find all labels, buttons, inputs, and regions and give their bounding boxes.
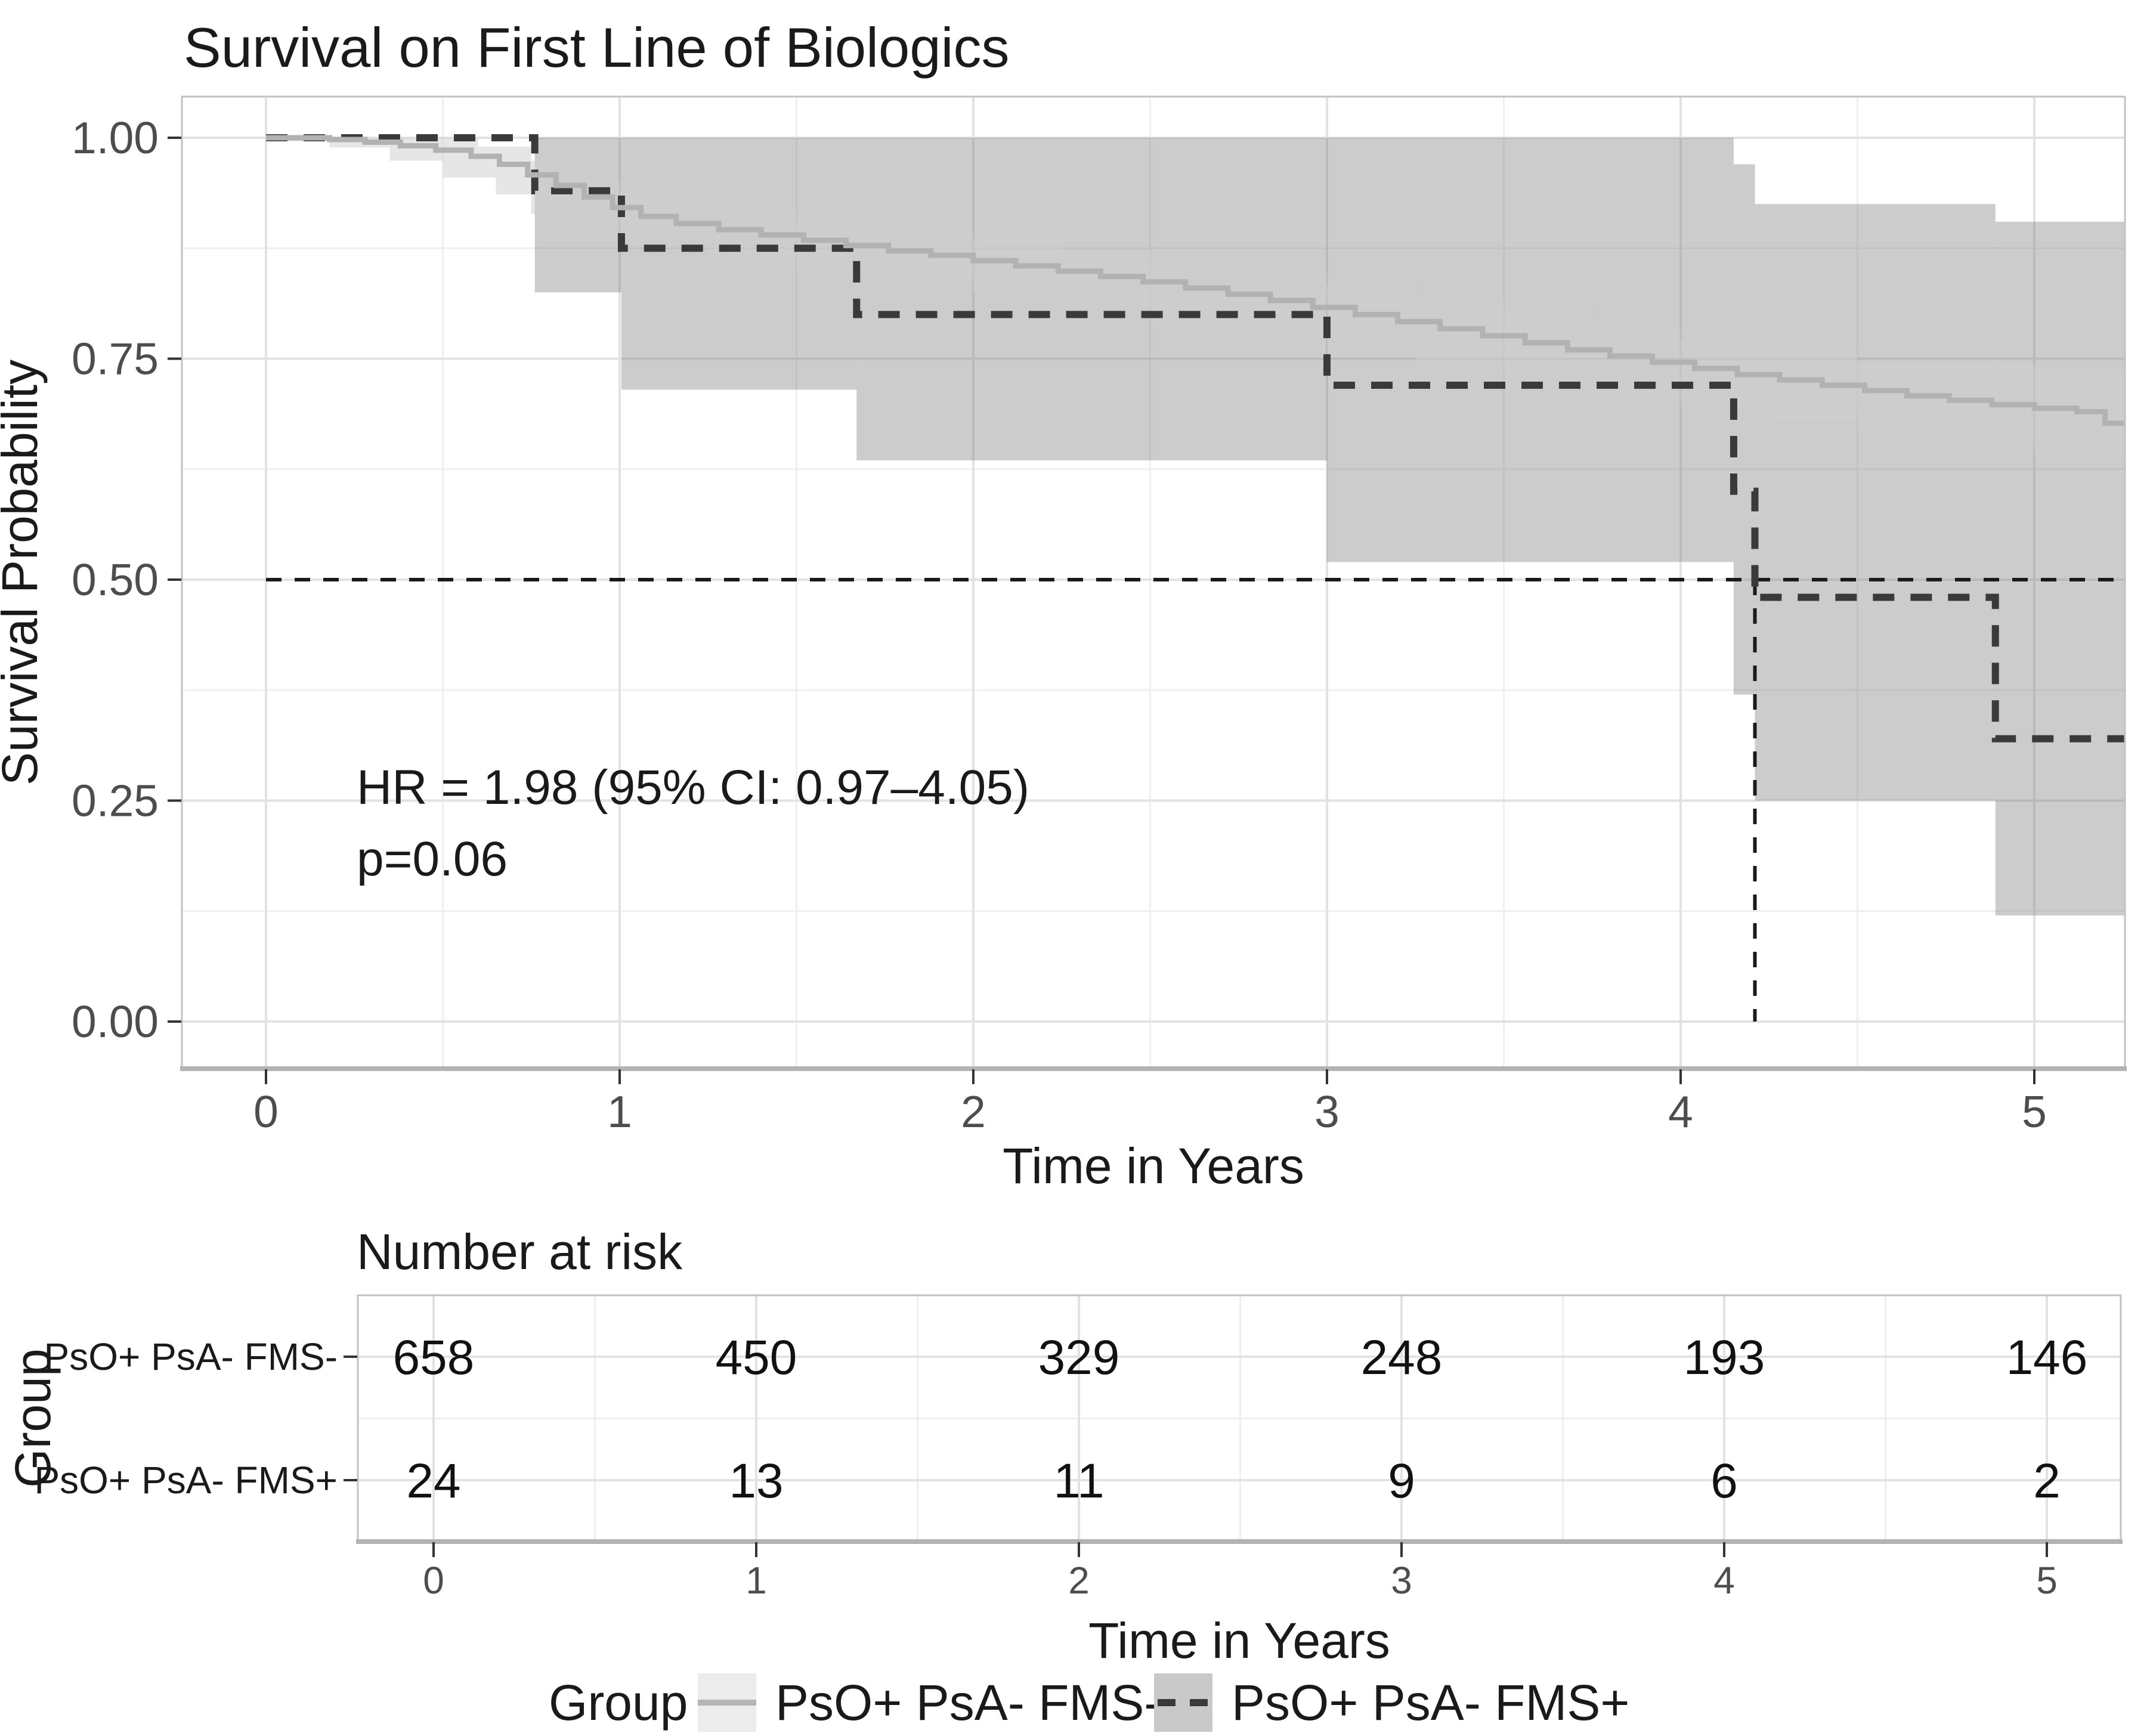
risk-x-tick-label: 2 bbox=[1068, 1559, 1090, 1602]
group-axis-title: Group bbox=[5, 1348, 61, 1487]
risk-number: 6 bbox=[1710, 1454, 1738, 1508]
x-axis-title: Time in Years bbox=[1003, 1138, 1304, 1194]
risk-number: 658 bbox=[393, 1330, 475, 1385]
risk-number: 24 bbox=[406, 1454, 460, 1508]
risk-x-tick-label: 0 bbox=[423, 1559, 444, 1602]
risk-number: 2 bbox=[2033, 1454, 2061, 1508]
x-tick-label: 0 bbox=[253, 1087, 279, 1137]
risk-row-label: PsO+ PsA- FMS+ bbox=[34, 1459, 338, 1502]
ci-band-fms-minus bbox=[266, 138, 2125, 458]
plot-title: Survival on First Line of Biologics bbox=[184, 16, 1009, 79]
y-tick-label: 1.00 bbox=[72, 113, 159, 163]
risk-number: 248 bbox=[1361, 1330, 1443, 1385]
curve-fms-plus bbox=[266, 134, 2125, 742]
main-y-tick-labels: 1.00 0.75 0.50 0.25 0.00 bbox=[72, 113, 159, 1047]
legend-key-solid bbox=[698, 1673, 756, 1732]
x-tick-label: 3 bbox=[1314, 1087, 1340, 1137]
y-axis-title: Survival Probability bbox=[0, 360, 48, 785]
risk-number: 193 bbox=[1684, 1330, 1765, 1385]
main-axis-ticks bbox=[168, 137, 2035, 1084]
hr-annotation-line1: HR = 1.98 (95% CI: 0.97–4.05) bbox=[357, 760, 1029, 815]
fms-minus-ci-band bbox=[266, 138, 2125, 458]
risk-grid bbox=[358, 1295, 2121, 1542]
risk-row-labels: PsO+ PsA- FMS- PsO+ PsA- FMS+ bbox=[34, 1335, 357, 1502]
y-tick-label: 0.00 bbox=[72, 997, 159, 1047]
legend-title: Group bbox=[549, 1675, 688, 1731]
main-x-tick-labels: 0 1 2 3 4 5 bbox=[253, 1087, 2047, 1137]
risk-number: 450 bbox=[716, 1330, 797, 1385]
y-tick-label: 0.50 bbox=[72, 555, 159, 605]
risk-numbers: 658 450 329 248 193 146 24 13 11 9 6 2 bbox=[393, 1330, 2088, 1508]
risk-number: 13 bbox=[729, 1454, 783, 1508]
risk-x-tick-label: 1 bbox=[745, 1559, 767, 1602]
median-reference-lines bbox=[266, 578, 2125, 1022]
risk-x-axis-title: Time in Years bbox=[1088, 1613, 1390, 1669]
risk-number: 9 bbox=[1388, 1454, 1415, 1508]
risk-table-title: Number at risk bbox=[357, 1224, 683, 1280]
ci-rect-fms-plus bbox=[1995, 221, 2125, 916]
legend-key-dashed bbox=[1154, 1673, 1212, 1732]
risk-axis-ticks bbox=[432, 1542, 2048, 1557]
legend-label-fms-minus: PsO+ PsA- FMS- bbox=[775, 1675, 1161, 1731]
risk-x-tick-label: 5 bbox=[2036, 1559, 2058, 1602]
y-tick-label: 0.25 bbox=[72, 776, 159, 826]
hr-annotation-line2: p=0.06 bbox=[357, 832, 508, 886]
x-tick-label: 4 bbox=[1668, 1087, 1693, 1137]
curve-fms-minus bbox=[266, 135, 2125, 426]
legend-label-fms-plus: PsO+ PsA- FMS+ bbox=[1232, 1675, 1630, 1731]
risk-number: 146 bbox=[2006, 1330, 2088, 1385]
risk-number: 11 bbox=[1053, 1454, 1104, 1508]
risk-number: 329 bbox=[1038, 1330, 1120, 1385]
x-tick-label: 2 bbox=[961, 1087, 986, 1137]
x-tick-label: 1 bbox=[607, 1087, 632, 1137]
risk-x-tick-label: 4 bbox=[1713, 1559, 1735, 1602]
fms-minus-curve bbox=[266, 135, 2125, 426]
fms-plus-curve bbox=[266, 134, 2125, 742]
y-tick-label: 0.75 bbox=[72, 334, 159, 384]
risk-x-tick-labels: 0 1 2 3 4 5 bbox=[423, 1559, 2058, 1602]
x-tick-label: 5 bbox=[2022, 1087, 2047, 1137]
ci-rect-fms-plus bbox=[1733, 164, 1755, 695]
risk-x-tick-label: 3 bbox=[1391, 1559, 1412, 1602]
risk-row-label: PsO+ PsA- FMS- bbox=[44, 1335, 338, 1378]
ci-rect-fms-plus bbox=[1755, 204, 1996, 801]
